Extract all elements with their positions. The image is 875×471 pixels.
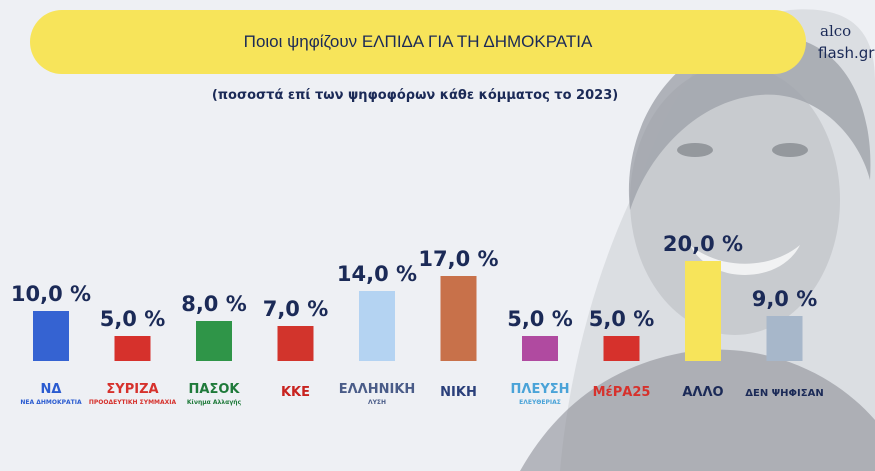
- brand-alco-logo: alco: [820, 22, 852, 40]
- bar-0: [33, 311, 69, 361]
- tick-label-1: ΣΥΡΙΖΑ: [106, 382, 158, 397]
- bar-4: [359, 291, 395, 361]
- tick-sublabel-0: ΝΕΑ ΔΗΜΟΚΡΑΤΙΑ: [20, 399, 82, 406]
- bar-2: [196, 321, 232, 361]
- bar-5: [440, 276, 477, 361]
- value-label-8: 20,0 %: [663, 232, 743, 256]
- bar-6: [522, 336, 558, 361]
- tick-label-8: ΑΛΛΟ: [682, 385, 723, 400]
- tick-label-2: ΠΑΣΟΚ: [189, 382, 241, 397]
- value-label-6: 5,0 %: [507, 307, 573, 331]
- chart-subtitle: (ποσοστά επί των ψηφοφόρων κάθε κόμματος…: [211, 88, 619, 103]
- title-banner: Ποιοι ψηφίζουν ΕΛΠΙΔΑ ΓΙΑ ΤΗ ΔΗΜΟΚΡΑΤΙΑ: [30, 10, 806, 74]
- tick-label-0: ΝΔ: [41, 382, 62, 397]
- tick-label-6: ΠΛΕΥΣΗ: [511, 382, 570, 397]
- value-label-2: 8,0 %: [181, 292, 247, 316]
- bar-7: [603, 336, 640, 361]
- tick-label-3: ΚΚΕ: [281, 385, 310, 400]
- brand-flash-logo: flash.gr: [818, 44, 875, 62]
- value-label-3: 7,0 %: [263, 297, 329, 321]
- tick-sublabel-1: ΠΡΟΟΔΕΥΤΙΚΗ ΣΥΜΜΑΧΙΑ: [89, 399, 177, 406]
- tick-label-4: ΕΛΛΗΝΙΚΗ: [339, 382, 416, 397]
- bar-9: [766, 316, 803, 361]
- chart-title: Ποιοι ψηφίζουν ΕΛΠΙΔΑ ΓΙΑ ΤΗ ΔΗΜΟΚΡΑΤΙΑ: [243, 32, 593, 51]
- value-label-1: 5,0 %: [100, 307, 166, 331]
- tick-sublabel-2: Κίνημα Αλλαγής: [187, 399, 242, 406]
- value-label-4: 14,0 %: [337, 262, 417, 286]
- bar-3: [277, 326, 314, 361]
- value-label-0: 10,0 %: [11, 282, 91, 306]
- tick-label-5: ΝΙΚΗ: [440, 385, 477, 400]
- value-label-5: 17,0 %: [418, 247, 498, 271]
- tick-label-7: ΜέΡΑ25: [593, 385, 651, 400]
- value-label-9: 9,0 %: [752, 287, 818, 311]
- bar-8: [685, 261, 721, 361]
- bar-1: [114, 336, 151, 361]
- tick-sublabel-4: ΛΥΣΗ: [368, 399, 386, 406]
- tick-label-9: ΔΕΝ ΨΗΦΙΣΑΝ: [745, 388, 823, 399]
- tick-sublabel-6: ΕΛΕΥΘΕΡΙΑΣ: [519, 399, 561, 406]
- value-label-7: 5,0 %: [589, 307, 655, 331]
